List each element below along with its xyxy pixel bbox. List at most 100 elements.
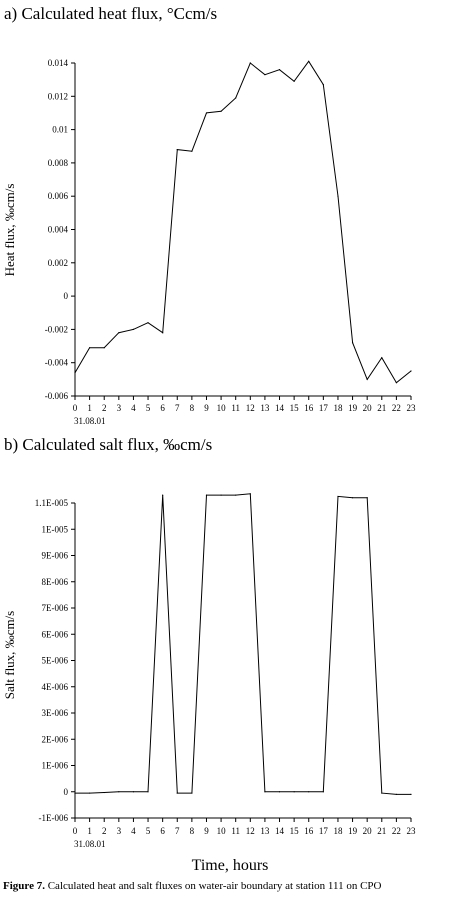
salt-data-point [322, 791, 324, 793]
heat-data-point [89, 347, 91, 349]
shared-x-axis-label: Time, hours [191, 857, 269, 874]
heat-x-tick-label: 1 [87, 403, 92, 413]
salt-data-point [147, 791, 149, 793]
salt-data-point [351, 497, 354, 499]
salt-x-tick-label: 10 [217, 826, 227, 836]
salt-flux-chart-title: b) Calculated salt flux, ‰cm/s [4, 435, 213, 454]
heat-data-point [103, 347, 105, 349]
heat-y-tick-label: 0.014 [48, 58, 69, 68]
salt-y-tick-label: 0 [64, 787, 69, 797]
salt-data-point [366, 497, 368, 499]
salt-y-tick-label: 1E-005 [42, 524, 69, 534]
salt-x-tick-label: 18 [333, 826, 343, 836]
salt-y-axis-label: Salt flux, ‰cm/s [2, 611, 17, 699]
salt-x-tick-label: 14 [275, 826, 285, 836]
heat-data-point [176, 148, 178, 151]
salt-x-tick-label: 21 [377, 826, 386, 836]
salt-date-label: 31.08.01 [74, 839, 106, 849]
salt-data-point [337, 495, 339, 498]
figure-caption: Figure 7. Calculated heat and salt fluxe… [3, 880, 381, 892]
salt-x-tick-label: 12 [246, 826, 255, 836]
salt-data-point [74, 792, 76, 794]
heat-x-tick-label: 21 [377, 403, 386, 413]
heat-x-tick-label: 13 [260, 403, 270, 413]
salt-data-point [162, 494, 164, 496]
heat-y-tick-label: 0.006 [48, 191, 69, 201]
heat-y-axis-label: Heat flux, ‰cm/s [2, 184, 17, 277]
heat-data-point [351, 342, 354, 344]
heat-x-tick-label: 20 [363, 403, 373, 413]
heat-y-tick-label: 0.004 [48, 225, 69, 235]
salt-x-tick-label: 11 [231, 826, 240, 836]
salt-data-point [118, 791, 120, 793]
salt-y-tick-label: 5E-006 [42, 656, 69, 666]
salt-y-tick-label: 6E-006 [42, 629, 69, 639]
heat-x-tick-label: 19 [348, 403, 358, 413]
salt-x-tick-label: 17 [319, 826, 329, 836]
heat-x-tick-label: 5 [146, 403, 151, 413]
salt-y-tick-label: 9E-006 [42, 551, 69, 561]
heat-x-tick-label: 6 [160, 403, 165, 413]
salt-x-tick-label: 13 [260, 826, 270, 836]
salt-data-point [103, 791, 105, 794]
heat-x-tick-label: 3 [117, 403, 122, 413]
heat-data-point [366, 378, 368, 380]
salt-x-tick-label: 5 [146, 826, 151, 836]
heat-data-point [220, 110, 222, 112]
salt-y-tick-label: -1E-006 [39, 813, 69, 823]
salt-x-tick-label: 2 [102, 826, 107, 836]
salt-flux-chart: -1E-006 0 1E-006 2E-006 3E-006 4E-006 5E-006 6E… [2, 493, 417, 849]
salt-data-point [89, 792, 91, 794]
heat-x-tick-label: 22 [392, 403, 401, 413]
heat-x-tick-label: 11 [231, 403, 240, 413]
heat-data-point [264, 74, 266, 76]
salt-data-point [410, 793, 412, 795]
salt-data-point [220, 494, 222, 496]
heat-y-tick-label: 0.01 [52, 125, 68, 135]
heat-x-tick-label: 7 [175, 403, 180, 413]
heat-data-point [249, 62, 251, 64]
heat-date-label: 31.08.01 [74, 416, 106, 426]
salt-x-tick-label: 23 [407, 826, 417, 836]
heat-data-point [118, 332, 120, 334]
heat-data-point [235, 97, 237, 99]
salt-series-line [75, 493, 411, 795]
salt-data-point [235, 494, 237, 496]
heat-x-tick-label: 4 [131, 403, 136, 413]
heat-y-tick-label: -0.002 [45, 324, 68, 334]
salt-x-tick-label: 7 [175, 826, 180, 836]
salt-x-tick-label: 22 [392, 826, 401, 836]
figure-caption-text: Calculated heat and salt fluxes on water… [44, 880, 382, 892]
salt-data-point [381, 792, 383, 794]
salt-x-tick-label: 8 [190, 826, 195, 836]
heat-y-tick-label: -0.006 [45, 391, 69, 401]
heat-data-point [395, 382, 397, 384]
salt-x-tick-label: 4 [131, 826, 136, 836]
heat-x-tick-label: 12 [246, 403, 255, 413]
heat-data-point [132, 328, 135, 330]
salt-x-tick-label: 6 [160, 826, 165, 836]
heat-data-point [147, 322, 149, 324]
heat-data-point [293, 80, 295, 82]
salt-data-point [308, 791, 310, 793]
salt-data-point [249, 493, 251, 495]
figure-caption-label: Figure 7. [3, 880, 45, 892]
heat-data-point [337, 195, 339, 197]
salt-data-point [278, 791, 281, 793]
salt-y-tick-label: 4E-006 [42, 682, 69, 692]
heat-y-tick-label: 0.012 [48, 91, 68, 101]
salt-data-point [264, 791, 266, 793]
heat-x-tick-label: 16 [304, 403, 314, 413]
salt-x-tick-label: 3 [117, 826, 122, 836]
heat-flux-chart-title: a) Calculated heat flux, °Ccm/s [4, 4, 218, 23]
heat-x-tick-label: 18 [333, 403, 343, 413]
heat-data-point [191, 150, 193, 152]
salt-x-tick-label: 19 [348, 826, 358, 836]
salt-y-tick-label: 3E-006 [42, 708, 69, 718]
salt-data-point [176, 792, 178, 794]
salt-x-tick-label: 9 [204, 826, 209, 836]
salt-x-tick-label: 1 [87, 826, 92, 836]
heat-flux-chart: -0.006 -0.004 -0.002 0 0.002 0.004 0.006 0.008 0… [2, 58, 416, 426]
salt-x-tick-label: 16 [304, 826, 314, 836]
heat-x-tick-label: 0 [73, 403, 78, 413]
